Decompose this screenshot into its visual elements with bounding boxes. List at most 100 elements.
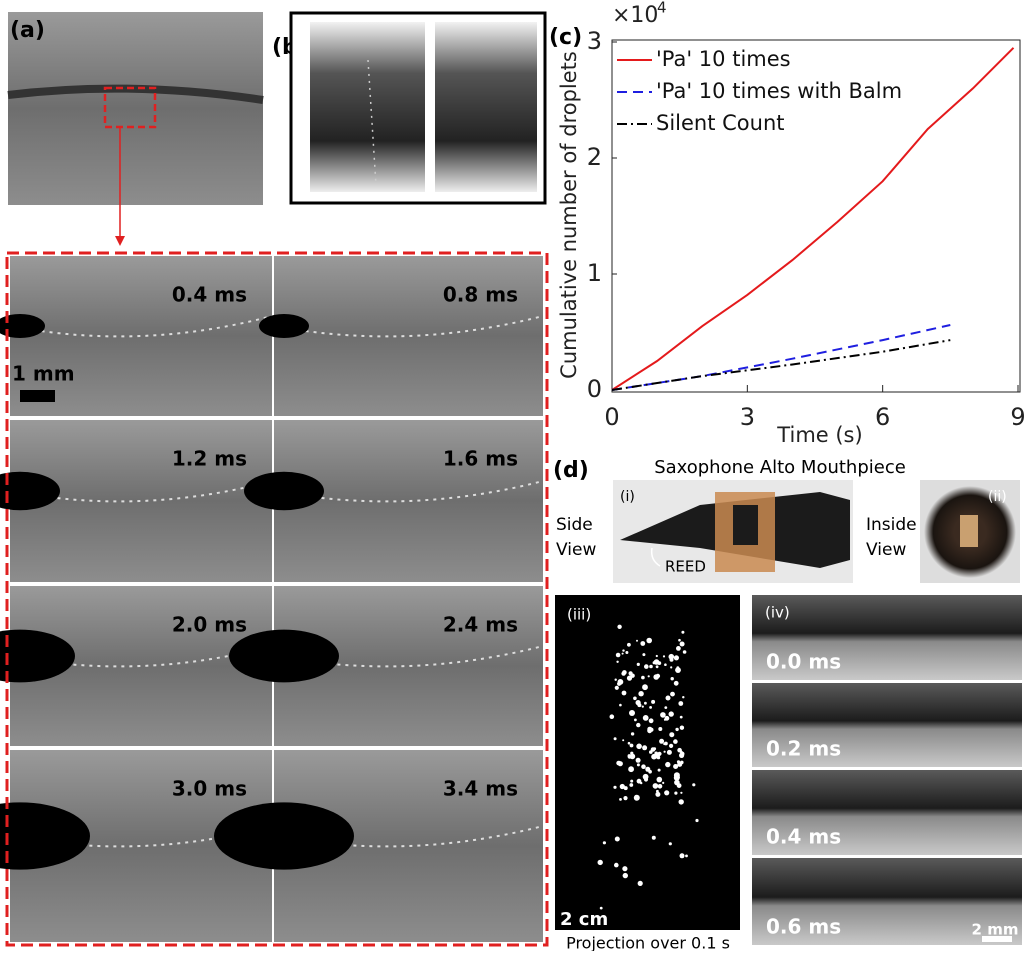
frame-time: 3.0 ms	[172, 777, 247, 801]
droplet	[640, 641, 646, 646]
droplet	[655, 665, 659, 669]
droplet	[658, 727, 663, 731]
droplet	[615, 652, 621, 658]
droplet	[633, 794, 640, 801]
droplet	[649, 750, 653, 754]
droplet	[649, 664, 653, 669]
droplet	[636, 722, 641, 728]
lip-edge	[273, 315, 544, 338]
droplet	[627, 741, 631, 745]
y-axis-label: Cumulative number of droplets	[557, 51, 581, 379]
scale-bar	[982, 936, 1012, 942]
y-tick-label: 0	[587, 375, 602, 403]
droplet	[629, 753, 636, 760]
droplet	[663, 718, 667, 721]
droplet	[674, 791, 678, 795]
droplet	[664, 706, 668, 709]
legend-label: 'Pa' 10 times with Balm	[656, 79, 902, 103]
droplet	[609, 714, 615, 719]
droplet	[647, 675, 650, 678]
scale-bar	[565, 935, 591, 941]
caption: Projection over 0.1 s	[566, 934, 730, 952]
droplet	[642, 745, 648, 751]
view-label: Side	[556, 515, 593, 535]
droplet	[675, 727, 679, 732]
droplet	[619, 798, 622, 801]
series-line	[611, 339, 951, 391]
droplet	[649, 706, 652, 709]
droplet	[646, 637, 652, 644]
droplet	[660, 712, 666, 718]
droplet	[678, 701, 684, 706]
droplet	[634, 718, 637, 722]
droplet	[645, 766, 651, 772]
gap	[259, 314, 309, 338]
annotation: REED	[665, 558, 706, 576]
x-axis-label: Time (s)	[776, 423, 862, 447]
frame	[274, 256, 543, 416]
droplet	[629, 710, 635, 716]
side-photo	[435, 22, 537, 192]
droplet	[614, 678, 617, 681]
droplet	[627, 754, 631, 758]
frame-time: 2.4 ms	[443, 613, 518, 637]
droplet	[678, 638, 681, 642]
droplet	[630, 751, 634, 755]
droplet	[668, 842, 672, 846]
frame-time: 1.2 ms	[172, 447, 247, 471]
droplet	[622, 872, 628, 879]
droplet	[673, 764, 679, 769]
gap	[214, 802, 354, 870]
photo-label: (i)	[620, 489, 635, 505]
droplet	[638, 691, 644, 697]
frame	[10, 256, 272, 416]
droplet	[682, 696, 685, 699]
droplet	[656, 776, 663, 783]
zoom-arrow-head	[115, 236, 125, 246]
droplet	[673, 680, 679, 686]
view-label: View	[866, 540, 906, 560]
droplet	[663, 742, 666, 746]
droplet	[670, 677, 674, 681]
axes-box	[611, 39, 1021, 393]
droplet	[629, 783, 634, 787]
droplet	[636, 743, 642, 750]
droplet	[644, 664, 649, 669]
scale-bar	[20, 390, 55, 402]
scale-label: 1 mm	[12, 362, 75, 386]
droplet	[657, 784, 663, 789]
droplet	[642, 715, 649, 721]
frame	[752, 683, 1022, 767]
droplet	[636, 662, 640, 667]
droplet	[662, 655, 666, 658]
y-tick-label: 2	[587, 143, 602, 171]
frame-time: 0.2 ms	[766, 737, 841, 761]
droplet	[657, 751, 662, 756]
droplet	[673, 739, 678, 744]
frame	[752, 770, 1022, 855]
droplet	[622, 649, 625, 652]
view-label: View	[556, 540, 596, 560]
droplet	[692, 783, 696, 787]
gap	[229, 629, 339, 683]
y-tick-label: 1	[587, 259, 602, 287]
frame-time: 0.4 ms	[766, 825, 841, 849]
droplet	[614, 862, 619, 868]
droplet	[621, 690, 627, 696]
droplet	[655, 673, 661, 679]
gap	[0, 471, 60, 511]
frame-time: 0.8 ms	[443, 283, 518, 307]
droplet	[668, 711, 674, 717]
droplet	[651, 699, 656, 704]
gap	[244, 471, 324, 511]
droplet	[635, 757, 641, 763]
frame-time: 1.6 ms	[443, 447, 518, 471]
droplet	[630, 673, 635, 678]
view-label: Inside	[866, 515, 917, 535]
droplet	[685, 854, 688, 858]
droplet	[599, 906, 603, 910]
droplet	[664, 790, 670, 796]
droplet	[679, 752, 685, 759]
droplet	[676, 666, 680, 670]
frame	[274, 420, 543, 582]
